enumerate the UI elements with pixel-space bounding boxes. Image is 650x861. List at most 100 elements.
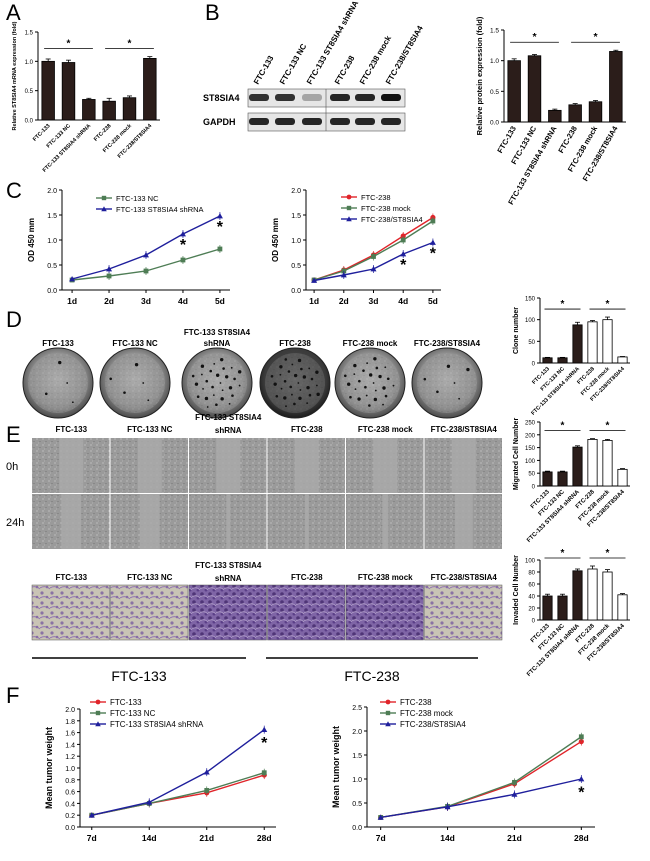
colony-spot	[237, 370, 242, 374]
legend-marker	[385, 699, 391, 705]
colony-spot	[215, 403, 218, 406]
colony-spot	[211, 385, 214, 389]
data-point	[377, 814, 384, 820]
y-tick-label: 50	[528, 472, 535, 478]
x-tick-label: 4d	[178, 296, 188, 306]
colony-spot	[368, 404, 371, 407]
x-category-label: FTC-238/ST8SIA4	[117, 123, 154, 160]
colony-spot	[275, 394, 279, 398]
wound-label: FTC-133	[55, 425, 87, 434]
x-tick-label: 21d	[199, 833, 214, 843]
dish-label: FTC-238	[279, 339, 311, 348]
bar	[41, 60, 55, 121]
transwell-image	[110, 584, 189, 641]
colony-spot	[378, 374, 382, 379]
colony-spot	[273, 382, 277, 386]
colony-spot	[368, 373, 373, 377]
blot-band-st8sia4	[275, 94, 295, 101]
legend-label: FTC-238 mock	[400, 709, 454, 718]
dish-label: FTC-133 ST8SIA4	[184, 328, 251, 337]
y-tick-label: 0.6	[65, 790, 75, 797]
bar	[542, 357, 553, 364]
colony-spot	[316, 392, 320, 397]
y-tick-label: 100	[525, 559, 536, 565]
colony-spot	[213, 362, 216, 365]
wound-gap	[137, 438, 162, 493]
wound-label: FTC-133 NC	[127, 425, 173, 434]
y-axis-label: Migrated Cell Number	[513, 418, 520, 491]
colony-spot	[222, 367, 225, 370]
colony-spot	[44, 392, 48, 396]
panel-letter-b: B	[205, 0, 220, 25]
x-tick-label: 5d	[215, 296, 225, 306]
y-tick-label: 1.5	[25, 31, 34, 37]
colony-spot	[283, 379, 287, 383]
wound-healing-images: FTC-133 FTC-133 NC FTC-133 ST8SIA4 shRNA FTC…	[6, 413, 502, 549]
legend-label: FTC-238/ST8SIA4	[400, 720, 466, 729]
y-tick-label: 1.4	[65, 742, 75, 749]
colony-spot	[238, 384, 241, 387]
colony-spot	[306, 402, 309, 405]
colony-spot	[453, 382, 456, 384]
y-tick-label: 1.5	[490, 28, 499, 35]
panel-letter-f: F	[6, 683, 19, 708]
y-tick-label: 150	[525, 297, 536, 303]
legend-label: FTC-238	[400, 698, 432, 707]
data-point	[69, 276, 76, 282]
colony-spot	[315, 370, 319, 374]
y-tick-label: 1.8	[65, 719, 75, 726]
blot-band-st8sia4	[249, 94, 269, 101]
y-tick-label: 0.5	[25, 89, 34, 95]
colony-spot	[206, 406, 209, 408]
x-tick-label: 3d	[141, 296, 151, 306]
colony-spot	[308, 367, 311, 370]
y-tick-label: 2.0	[291, 188, 301, 195]
bar	[587, 321, 598, 364]
colony-spot	[142, 382, 145, 384]
bar	[122, 97, 137, 121]
transwell-label: FTC-238/ST8SIA4	[431, 573, 498, 582]
y-tick-label: 0.2	[65, 813, 75, 820]
colony-spot	[233, 377, 236, 381]
series-line	[380, 778, 582, 819]
sig-star: *	[606, 299, 610, 310]
bar	[587, 439, 598, 487]
blot-band-gapdh	[381, 118, 401, 125]
y-tick-label: 0.0	[291, 288, 301, 295]
dish-label: FTC-238 mock	[343, 339, 398, 348]
wound-gap	[451, 438, 476, 493]
bar	[102, 100, 116, 121]
dish-sublabel: shRNA	[204, 339, 231, 348]
y-tick-label: 0.5	[352, 801, 362, 808]
colony-spot	[297, 358, 302, 363]
y-tick-label: 2.0	[47, 188, 57, 195]
blot-band-gapdh	[302, 118, 322, 125]
bar	[542, 595, 553, 621]
wound-gap	[382, 494, 389, 549]
blot-row-label-gapdh: GAPDH	[203, 117, 236, 127]
colony-spot	[384, 366, 387, 369]
series-line	[380, 740, 582, 819]
y-tick-label: 0.0	[25, 119, 34, 125]
colony-spot	[147, 399, 150, 402]
bar	[82, 99, 96, 121]
colony-spot	[353, 373, 356, 376]
dish-label: FTC-133	[42, 339, 74, 348]
wound-gap	[139, 494, 160, 549]
data-point	[311, 277, 318, 283]
wound-gap	[226, 494, 231, 549]
y-axis-label: Relative ST8SIA4 mRNA expression (fold)	[12, 21, 18, 130]
colony-spot	[196, 395, 200, 399]
x-category-label: FTC-238	[556, 125, 579, 155]
colony-spot	[228, 402, 231, 405]
blot-lane-label: FTC-238	[333, 54, 357, 86]
x-tick-label: 1d	[67, 296, 77, 306]
y-tick-label: 1.5	[47, 213, 57, 220]
colony-spot	[375, 366, 379, 370]
colony-spot	[382, 386, 386, 390]
colony-dishes: FTC-133 FTC-133 NC FTC-133 ST8SIA4 shRNA FTC…	[22, 328, 483, 419]
colony-spot	[354, 388, 357, 391]
legend-marker	[101, 195, 107, 201]
x-tick-label: 14d	[440, 833, 455, 843]
